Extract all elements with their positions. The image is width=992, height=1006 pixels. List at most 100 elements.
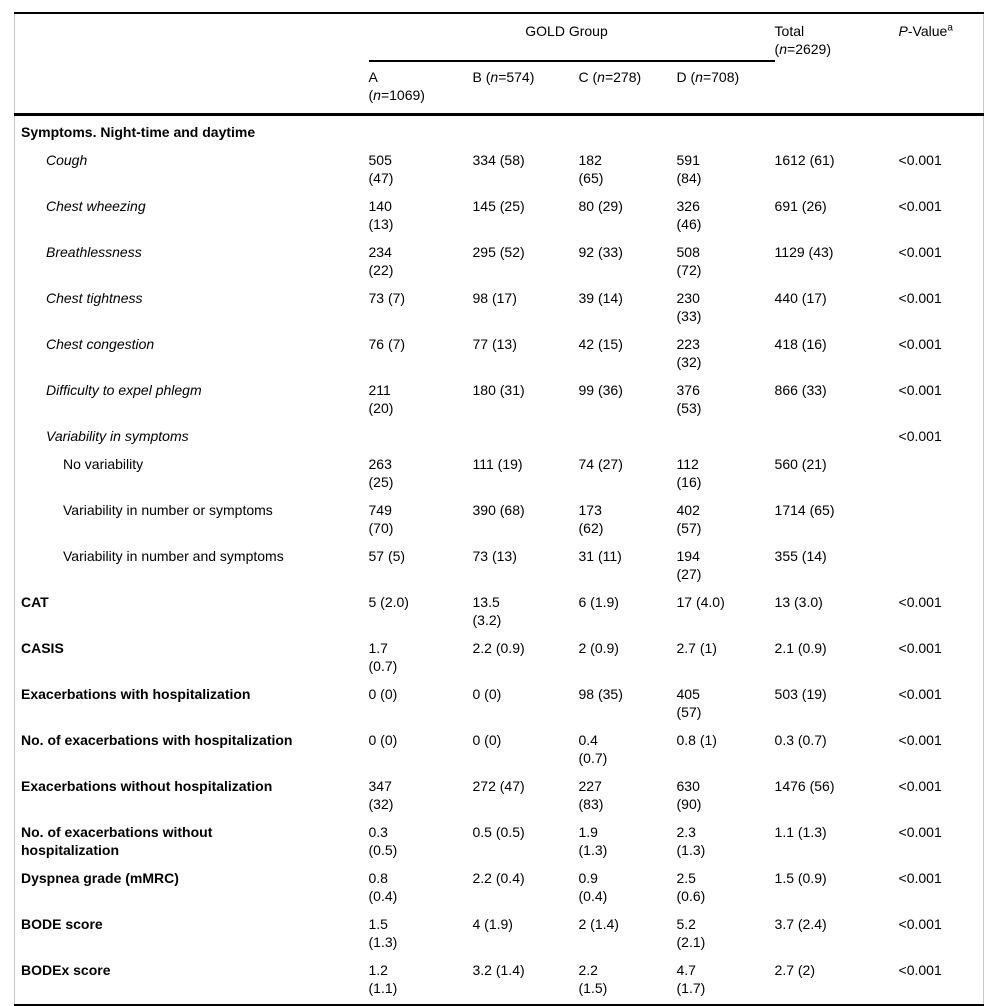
table-row: Exacerbations without hospitalization 347…	[15, 774, 984, 820]
cell-group-a: 1.7 (0.7)	[368, 640, 398, 674]
table-row: Variability in number or symptoms 749 (70…	[15, 498, 984, 544]
cell-group-c: 2 (0.9)	[578, 640, 619, 656]
cell-group-d: 326 (46)	[676, 198, 702, 232]
cell-total: 503 (19)	[774, 686, 827, 702]
cell-group-d: 402 (57)	[676, 502, 702, 536]
cell-group-b: 77 (13)	[472, 336, 517, 352]
cell-group-a: 0.3 (0.5)	[368, 824, 398, 858]
table-row: No. of exacerbations with hospitalizatio…	[15, 728, 984, 774]
row-label: Exacerbations with hospitalization	[21, 686, 251, 702]
table-row: Dyspnea grade (mMRC) 0.8 (0.4) 2.2 (0.4) 0.…	[15, 866, 984, 912]
cell-group-b	[473, 115, 579, 149]
cell-group-a: 347 (32)	[368, 778, 394, 812]
table-container: GOLD Group Total (n=2629) P-Valuea A (n=…	[14, 12, 985, 1006]
header-total: Total (n=2629)	[774, 13, 899, 116]
cell-total	[775, 115, 899, 149]
text-run: C (	[578, 69, 598, 85]
row-label: CAT	[21, 594, 49, 610]
cell-group-d: 591 (84)	[676, 152, 702, 186]
italic-text: n	[695, 69, 703, 85]
italic-text: n	[373, 87, 381, 103]
table-row: CASIS 1.7 (0.7) 2.2 (0.9) 2 (0.9) 2.7 (1) 2.1…	[15, 636, 984, 682]
cell-group-b: 145 (25)	[472, 198, 525, 214]
table-header: GOLD Group Total (n=2629) P-Valuea A (n=…	[14, 13, 984, 116]
cell-group-c: 74 (27)	[578, 456, 623, 472]
table-row: CAT 5 (2.0) 13.5 (3.2) 6 (1.9) 17 (4.0) 13 (3…	[15, 590, 984, 636]
cell-p-value: <0.001	[898, 916, 942, 932]
cell-group-a: 0 (0)	[368, 732, 398, 748]
cell-group-a: 0 (0)	[368, 686, 398, 702]
cell-p-value: <0.001	[898, 686, 942, 702]
cell-total: 440 (17)	[774, 290, 827, 306]
row-label: Chest congestion	[46, 336, 155, 352]
cell-group-c: 173 (62)	[578, 502, 604, 536]
cell-group-c: 182 (65)	[578, 152, 604, 186]
row-label: Chest tightness	[46, 290, 143, 306]
cell-total: 418 (16)	[774, 336, 827, 352]
cell-p-value: <0.001	[898, 428, 942, 444]
header-group-b: B (n=574)	[472, 61, 579, 116]
table-row: Chest wheezing 140 (13) 145 (25) 80 (29) 326…	[15, 194, 984, 240]
cell-group-a: 76 (7)	[368, 336, 406, 352]
cell-group-b: 111 (19)	[472, 456, 523, 472]
cell-group-b: 272 (47)	[472, 778, 525, 794]
cell-group-d: 17 (4.0)	[676, 594, 725, 610]
table-row: No. of exacerbations without hospitaliza…	[15, 820, 984, 866]
table-row: BODE score 1.5 (1.3) 4 (1.9) 2 (1.4) 5.2 (2.…	[15, 912, 984, 958]
cell-group-b: 180 (31)	[472, 382, 525, 398]
cell-p-value: <0.001	[898, 594, 942, 610]
cell-group-d: 4.7 (1.7)	[676, 962, 706, 996]
cell-total: 560 (21)	[774, 456, 827, 472]
cell-group-a: 749 (70)	[368, 502, 394, 536]
cell-p-value: <0.001	[898, 778, 942, 794]
text-run: D (	[676, 69, 696, 85]
cell-group-c: 0.4 (0.7)	[578, 732, 608, 766]
cell-p-value	[899, 498, 984, 544]
cell-group-b: 295 (52)	[472, 244, 525, 260]
cell-group-d: 194 (27)	[676, 548, 702, 582]
cell-group-b: 3.2 (1.4)	[472, 962, 525, 978]
cell-group-d: 0.8 (1)	[676, 732, 717, 748]
cell-p-value: <0.001	[898, 732, 942, 748]
cell-group-d: 508 (72)	[676, 244, 702, 278]
row-label: No. of exacerbations with hospitalizatio…	[21, 732, 293, 748]
cell-group-a: 1.5 (1.3)	[368, 916, 398, 950]
cell-group-c: 0.9 (0.4)	[578, 870, 608, 904]
row-label: Dyspnea grade (mMRC)	[21, 870, 179, 886]
row-label: Variability in symptoms	[46, 428, 189, 444]
cell-total: 1612 (61)	[774, 152, 835, 168]
italic-text: P	[898, 23, 908, 39]
row-label: Symptoms. Night-time and daytime	[21, 124, 256, 140]
cell-group-a: 140 (13)	[368, 198, 394, 232]
table-row: Difficulty to expel phlegm 211 (20) 180 (3…	[15, 378, 984, 424]
row-label: Difficulty to expel phlegm	[46, 382, 202, 398]
cell-total: 13 (3.0)	[774, 594, 823, 610]
table-row: Chest congestion 76 (7) 77 (13) 42 (15) 223 …	[15, 332, 984, 378]
table-row: Symptoms. Night-time and daytime	[15, 115, 984, 149]
header-p-value: P-Valuea	[898, 13, 984, 116]
cell-group-a: 211 (20)	[368, 382, 394, 416]
cell-group-c: 42 (15)	[578, 336, 623, 352]
header-spacer-cell	[14, 13, 369, 116]
table-row: BODEx score 1.2 (1.1) 3.2 (1.4) 2.2 (1.5) 4.…	[15, 958, 984, 1005]
cell-group-c	[579, 115, 677, 149]
cell-group-b: 4 (1.9)	[472, 916, 513, 932]
cell-p-value: <0.001	[898, 640, 942, 656]
cell-group-d	[677, 115, 775, 149]
cell-group-c: 99 (36)	[578, 382, 623, 398]
text-run: -Value	[907, 23, 948, 39]
italic-text: n	[597, 69, 605, 85]
cell-group-b: 73 (13)	[472, 548, 517, 564]
cell-group-b: 0.5 (0.5)	[472, 824, 525, 840]
cell-group-a: 505 (47)	[368, 152, 394, 186]
cell-group-d	[677, 424, 775, 452]
row-label: No. of exacerbations without hospitaliza…	[21, 824, 213, 858]
cell-p-value	[899, 452, 984, 498]
cell-group-a: 5 (2.0)	[368, 594, 409, 610]
header-group-row: GOLD Group Total (n=2629) P-Valuea	[14, 13, 984, 116]
cell-p-value: <0.001	[898, 962, 942, 978]
cell-p-value: <0.001	[898, 244, 942, 260]
row-label: BODEx score	[21, 962, 111, 978]
cell-p-value: <0.001	[898, 336, 942, 352]
cell-group-b: 334 (58)	[472, 152, 525, 168]
